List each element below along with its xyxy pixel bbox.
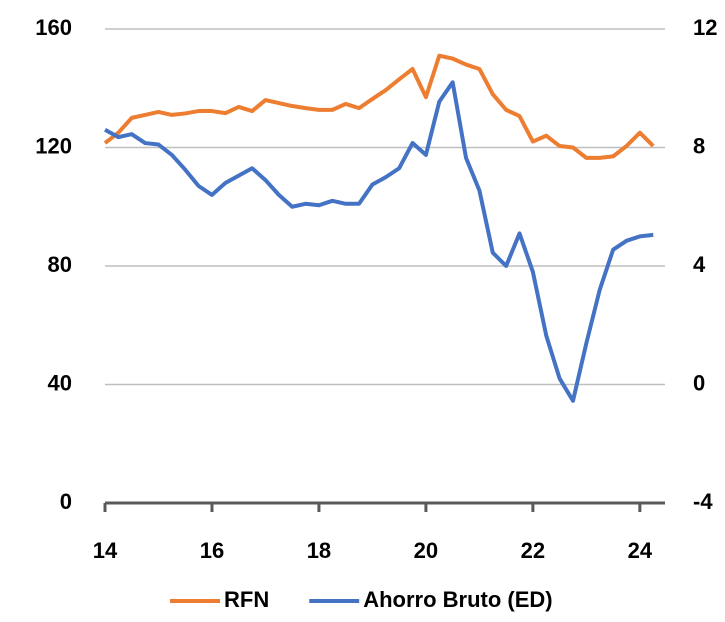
- series-line: [104, 80, 654, 403]
- y-tick-label: 160: [35, 15, 72, 40]
- y-tick-label: 80: [48, 252, 72, 277]
- series-line: [103, 53, 655, 160]
- legend-label: RFN: [224, 587, 269, 612]
- y2-tick-label: 4: [693, 252, 706, 277]
- y2-tick-label: 0: [693, 370, 705, 395]
- x-tick-label: 16: [200, 538, 224, 563]
- x-tick-label: 18: [307, 538, 331, 563]
- x-tick-label: 20: [414, 538, 438, 563]
- x-tick-label: 22: [521, 538, 545, 563]
- y2-tick-label: 12: [693, 15, 717, 40]
- y2-tick-label: 8: [693, 133, 705, 158]
- y-tick-label: 40: [48, 370, 72, 395]
- x-tick-label: 14: [93, 538, 118, 563]
- y-tick-label: 0: [60, 489, 72, 514]
- y2-tick-label: -4: [693, 489, 713, 514]
- x-tick-label: 24: [628, 538, 653, 563]
- legend-label: Ahorro Bruto (ED): [363, 587, 552, 612]
- y-tick-label: 120: [35, 133, 72, 158]
